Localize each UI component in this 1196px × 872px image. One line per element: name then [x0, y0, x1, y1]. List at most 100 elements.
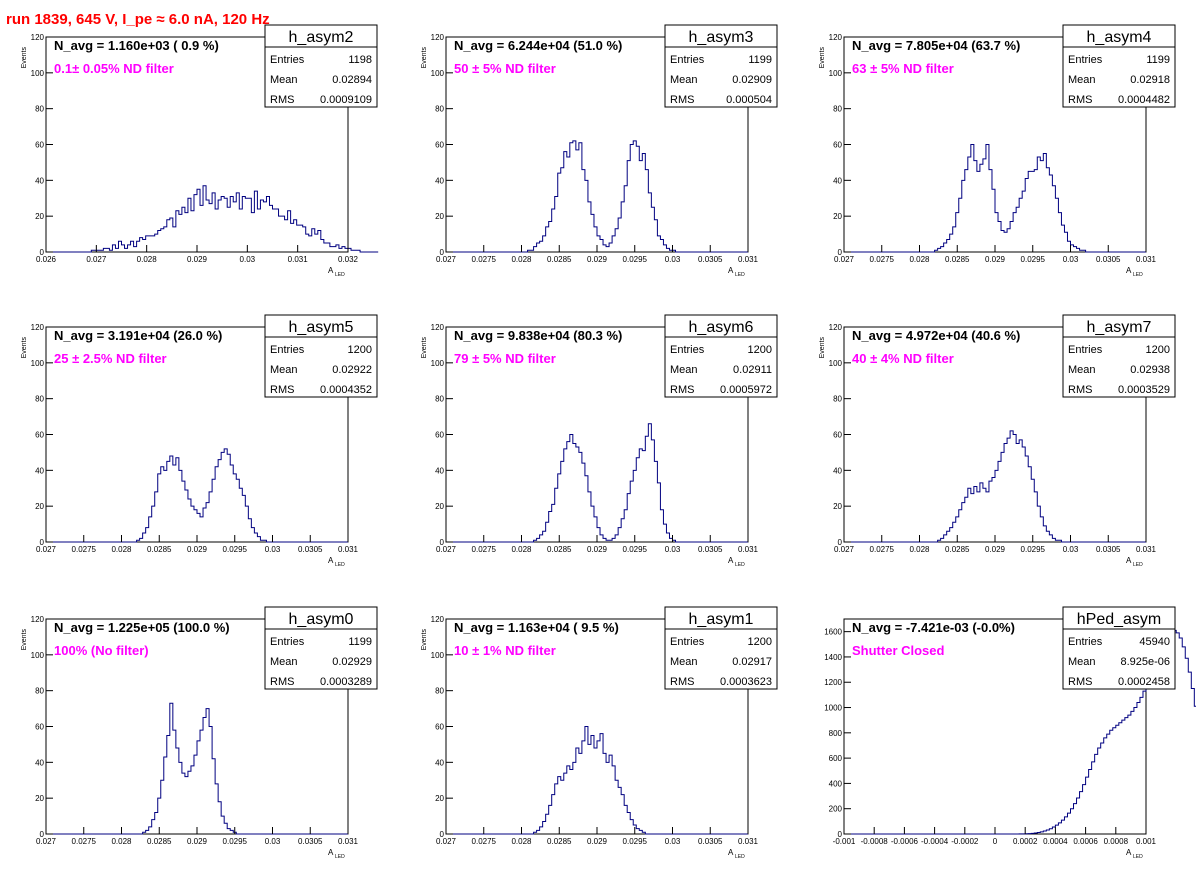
stats-value: 45940: [1139, 636, 1170, 648]
navg-label: N_avg = 9.838e+04 (80.3 %): [454, 328, 622, 343]
x-tick-label: 0.0004: [1043, 837, 1068, 846]
y-tick-label: 20: [35, 502, 44, 511]
x-axis-label-subscript: LED: [735, 854, 745, 860]
stats-label: RMS: [1068, 94, 1092, 106]
navg-label: N_avg = 6.244e+04 (51.0 %): [454, 38, 622, 53]
y-tick-label: 20: [833, 212, 842, 221]
y-tick-label: 60: [35, 431, 44, 440]
x-axis-label-subscript: LED: [1133, 562, 1143, 568]
stats-value: 1198: [348, 54, 372, 66]
y-axis-label: Events: [421, 47, 428, 69]
x-tick-label: 0.0285: [945, 255, 970, 264]
y-tick-label: 100: [31, 651, 45, 660]
x-tick-label: -0.0004: [921, 837, 949, 846]
stats-box: [264, 314, 378, 398]
stats-label: Entries: [270, 54, 305, 66]
stats-label: Mean: [670, 656, 698, 668]
stats-label: Mean: [270, 364, 298, 376]
y-tick-label: 40: [35, 176, 44, 185]
y-tick-label: 120: [829, 33, 843, 42]
filter-label: 40 ± 4% ND filter: [852, 351, 954, 366]
histogram-title: h_asym7: [1087, 319, 1152, 336]
x-tick-label: 0.0295: [1021, 545, 1046, 554]
y-tick-label: 120: [431, 33, 445, 42]
x-tick-label: 0.0285: [147, 545, 172, 554]
stats-label: Entries: [1068, 344, 1103, 356]
y-tick-label: 20: [833, 502, 842, 511]
x-tick-label: 0.028: [909, 545, 930, 554]
x-tick-label: 0.029: [187, 837, 208, 846]
x-tick-label: 0.028: [511, 545, 532, 554]
y-axis-label: Events: [421, 629, 428, 651]
stats-value: 0.000504: [726, 94, 772, 106]
y-tick-label: 20: [435, 794, 444, 803]
x-axis-label: A: [328, 848, 334, 857]
run-title: run 1839, 645 V, I_pe ≈ 6.0 nA, 120 Hz: [6, 11, 270, 28]
stats-label: Entries: [670, 54, 705, 66]
y-tick-label: 80: [435, 395, 444, 404]
stats-box: [1062, 24, 1176, 108]
x-tick-label: 0.0305: [1096, 255, 1121, 264]
x-tick-label: 0.029: [985, 545, 1006, 554]
y-tick-label: 0: [838, 830, 843, 839]
x-axis-label-subscript: LED: [1133, 854, 1143, 860]
histogram-panel-hPed_asym: -0.001 -0.0008 -0.0006 -0.0004 -0.0002 0 0.000…: [824, 606, 1196, 860]
stats-value: 1200: [1146, 344, 1170, 356]
x-axis-label-subscript: LED: [335, 854, 345, 860]
stats-label: Mean: [1068, 74, 1096, 86]
histogram-title: hPed_asym: [1077, 611, 1162, 628]
x-tick-label: 0.0285: [547, 837, 572, 846]
navg-label: N_avg = 1.160e+03 ( 0.9 %): [54, 38, 219, 53]
y-tick-label: 40: [435, 466, 444, 475]
navg-label: N_avg = 7.805e+04 (63.7 %): [852, 38, 1020, 53]
stats-label: Mean: [270, 74, 298, 86]
y-tick-label: 0: [40, 538, 45, 547]
x-axis-label: A: [728, 848, 734, 857]
filter-label: 100% (No filter): [54, 643, 149, 658]
y-tick-label: 80: [435, 687, 444, 696]
y-axis-label: Events: [21, 629, 28, 651]
y-axis-label: Events: [21, 47, 28, 69]
stats-value: 1200: [748, 636, 772, 648]
stats-box: [264, 606, 378, 690]
x-tick-label: 0.0305: [698, 255, 723, 264]
x-tick-label: 0.031: [338, 837, 359, 846]
y-tick-label: 1600: [824, 628, 842, 637]
stats-label: Mean: [1068, 656, 1096, 668]
x-tick-label: 0.0006: [1073, 837, 1098, 846]
x-tick-label: 0.031: [738, 837, 759, 846]
x-tick-label: 0: [993, 837, 998, 846]
x-tick-label: 0.0305: [298, 837, 323, 846]
stats-value: 1199: [348, 636, 372, 648]
x-axis-label-subscript: LED: [735, 272, 745, 278]
histogram-panel-h_asym0: 0.027 0.0275 0.028 0.0285 0.029 0.0295 0.03 0.0…: [21, 606, 378, 860]
y-tick-label: 80: [35, 687, 44, 696]
stats-label: RMS: [670, 94, 694, 106]
x-tick-label: 0.0295: [223, 837, 248, 846]
x-tick-label: 0.03: [1063, 255, 1079, 264]
stats-label: RMS: [670, 384, 694, 396]
navg-label: N_avg = 1.225e+05 (100.0 %): [54, 620, 230, 635]
x-tick-label: 0.028: [909, 255, 930, 264]
x-tick-label: 0.03: [1063, 545, 1079, 554]
y-tick-label: 80: [833, 105, 842, 114]
stats-box: [1062, 314, 1176, 398]
y-tick-label: 60: [833, 141, 842, 150]
x-tick-label: 0.028: [137, 255, 158, 264]
y-axis-label: Events: [819, 47, 826, 69]
x-tick-label: 0.029: [187, 255, 208, 264]
histogram-panel-h_asym6: 0.027 0.0275 0.028 0.0285 0.029 0.0295 0.03 0.0…: [421, 314, 778, 568]
x-tick-label: 0.027: [436, 545, 457, 554]
histogram-panel-h_asym2: 0.026 0.027 0.028 0.029 0.03 0.031 0.032 0 20 40 6…: [21, 24, 379, 278]
stats-label: Entries: [670, 636, 705, 648]
stats-box: [264, 24, 378, 108]
histogram-series: [446, 140, 748, 253]
stats-value: 1199: [1146, 54, 1170, 66]
histogram-series: [46, 448, 348, 543]
histogram-panels: 0.026 0.027 0.028 0.029 0.03 0.031 0.032020406…: [21, 24, 1196, 860]
x-tick-label: 0.0008: [1104, 837, 1129, 846]
y-tick-label: 120: [31, 33, 45, 42]
y-tick-label: 100: [829, 359, 843, 368]
stats-value: 0.02909: [732, 74, 772, 86]
x-tick-label: 0.028: [511, 837, 532, 846]
